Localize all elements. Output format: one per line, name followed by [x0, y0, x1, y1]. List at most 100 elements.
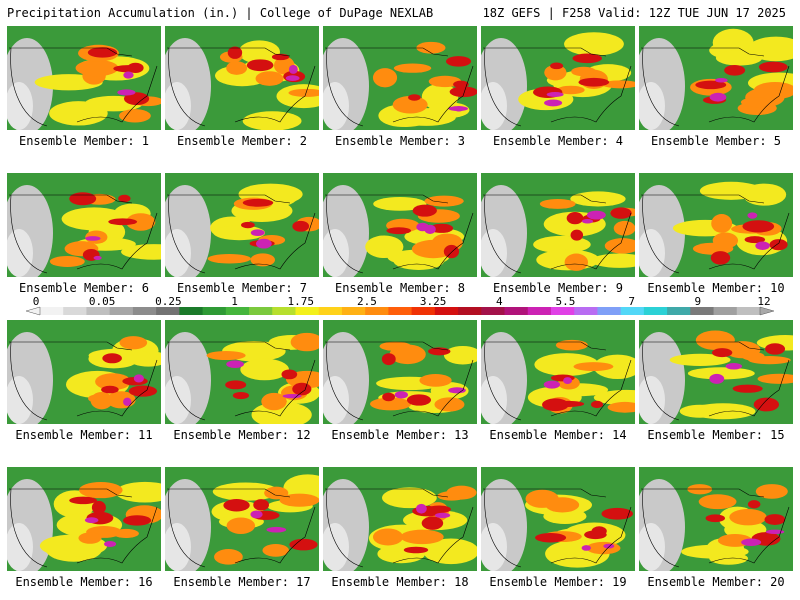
gulf-east-coastline	[550, 212, 632, 270]
dry-region	[7, 82, 33, 130]
precip-heavy	[69, 496, 98, 505]
precip-heavy	[578, 77, 610, 87]
precip-moderate	[119, 109, 151, 123]
precip-very-heavy	[581, 545, 591, 551]
ensemble-member-panel: Ensemble Member: 15	[639, 320, 793, 442]
us-canada-border	[325, 194, 449, 204]
precip-heavy	[102, 353, 122, 364]
legend-swatch	[63, 307, 87, 315]
precip-light	[669, 353, 731, 367]
ensemble-member-label: Ensemble Member: 14	[489, 428, 627, 442]
gulf-east-coastline	[234, 65, 316, 123]
us-canada-border	[641, 194, 765, 204]
precip-light	[570, 191, 626, 207]
ensemble-member-panel: Ensemble Member: 14	[481, 320, 635, 442]
precip-light	[238, 40, 281, 64]
dry-region	[639, 376, 665, 424]
precip-moderate	[214, 549, 243, 565]
legend-tick-label: 1.75	[287, 296, 314, 308]
legend-swatch	[86, 307, 111, 315]
ensemble-member-panel: Ensemble Member: 9	[481, 173, 635, 295]
precip-moderate	[90, 391, 113, 410]
precip-moderate	[372, 68, 398, 88]
gulf-east-coastline	[392, 359, 474, 417]
precip-very-heavy	[394, 391, 408, 399]
dry-region	[7, 229, 33, 277]
precip-map	[323, 26, 477, 130]
west-coastline	[484, 194, 522, 274]
precip-moderate	[712, 232, 739, 249]
ensemble-member-label: Ensemble Member: 16	[15, 575, 153, 589]
precip-moderate	[261, 392, 287, 411]
precip-heavy	[421, 516, 444, 530]
precip-very-heavy	[226, 360, 244, 369]
precip-heavy	[443, 244, 460, 259]
precip-heavy	[123, 515, 152, 526]
legend-swatch	[458, 307, 482, 315]
legend-tick-label: 9	[695, 296, 702, 308]
ensemble-member-panel: Ensemble Member: 10	[639, 173, 793, 295]
precip-heavy	[535, 533, 567, 543]
precip-map	[481, 26, 635, 130]
precip-heavy	[403, 546, 429, 554]
legend-tick-label: 0	[33, 296, 40, 308]
precip-moderate	[419, 373, 452, 387]
gulf-east-coastline	[234, 212, 316, 270]
gulf-east-coastline	[550, 359, 632, 417]
us-canada-border	[167, 341, 291, 351]
dry-region	[323, 376, 349, 424]
precip-moderate	[446, 485, 477, 500]
legend-swatch	[318, 307, 343, 315]
dry-region	[639, 229, 665, 277]
precip-heavy	[572, 53, 602, 64]
precip-moderate	[613, 220, 635, 236]
ensemble-member-panel: Ensemble Member: 16	[7, 467, 161, 589]
us-canada-border	[9, 341, 133, 351]
dry-region	[323, 229, 349, 277]
gulf-east-coastline	[234, 506, 316, 564]
precip-heavy	[764, 514, 786, 525]
precip-very-heavy	[84, 517, 99, 524]
precip-heavy	[449, 86, 477, 98]
precip-map	[323, 320, 477, 424]
west-coastline	[10, 194, 48, 274]
precip-heavy	[127, 62, 144, 74]
us-canada-border	[9, 47, 133, 57]
precip-heavy	[382, 392, 396, 402]
precip-moderate	[288, 88, 319, 97]
precip-heavy	[241, 221, 255, 229]
dry-region	[165, 376, 191, 424]
precip-light	[679, 404, 721, 418]
legend-swatch	[504, 307, 529, 315]
precip-very-heavy	[416, 222, 429, 232]
legend-swatch	[272, 307, 296, 315]
west-coastline	[10, 488, 48, 568]
legend-swatch	[40, 307, 64, 315]
precip-map	[165, 173, 319, 277]
precip-light	[242, 111, 302, 130]
west-coastline	[168, 488, 206, 568]
gulf-east-coastline	[550, 506, 632, 564]
precip-map	[165, 26, 319, 130]
ensemble-member-label: Ensemble Member: 1	[18, 134, 150, 148]
precip-moderate	[601, 80, 635, 89]
precip-moderate	[78, 482, 123, 499]
precip-very-heavy	[123, 71, 134, 79]
legend-swatch	[156, 307, 180, 315]
dry-region	[323, 82, 349, 130]
west-coastline	[10, 47, 48, 127]
precip-light	[382, 487, 437, 509]
precip-moderate	[264, 486, 289, 500]
ensemble-member-panel: Ensemble Member: 8	[323, 173, 477, 295]
precip-moderate	[573, 362, 614, 372]
ensemble-member-panel: Ensemble Member: 20	[639, 467, 793, 589]
ensemble-member-label: Ensemble Member: 8	[334, 281, 466, 295]
precip-moderate	[372, 528, 404, 546]
precip-heavy	[227, 46, 243, 59]
precip-heavy	[601, 507, 633, 520]
precip-moderate	[78, 532, 102, 544]
legend-tick-label: 2.5	[357, 296, 377, 308]
west-coastline	[484, 341, 522, 421]
legend-tick-label: 1	[231, 296, 238, 308]
us-canada-border	[641, 488, 765, 498]
